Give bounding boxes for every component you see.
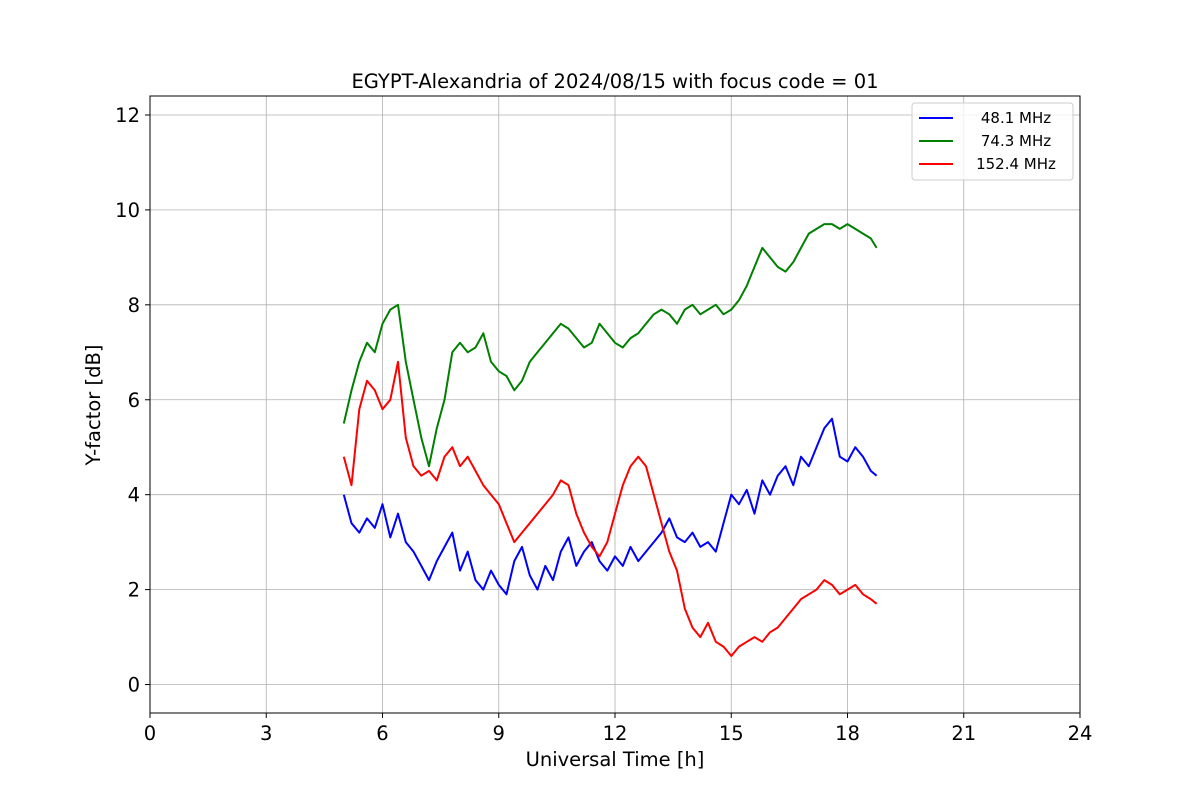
- x-tick-label: 0: [144, 722, 156, 745]
- legend: 48.1 MHz 74.3 MHz 152.4 MHz: [911, 102, 1074, 181]
- x-tick-label: 9: [493, 722, 505, 745]
- series-line-2: [342, 360, 878, 657]
- y-tick-label: 2: [128, 579, 140, 602]
- y-tick-label: 4: [128, 484, 140, 507]
- y-tick-label: 0: [128, 674, 140, 697]
- y-axis-label: Y-factor [dB]: [82, 345, 105, 467]
- series-line-1: [342, 223, 878, 468]
- legend-label-0: 48.1 MHz: [981, 109, 1051, 127]
- chart-title: EGYPT-Alexandria of 2024/08/15 with focu…: [351, 70, 878, 93]
- x-axis-label: Universal Time [h]: [526, 748, 705, 771]
- y-tick-label: 10: [115, 199, 140, 222]
- x-tick-label: 21: [951, 722, 976, 745]
- y-tick-label: 8: [128, 294, 140, 317]
- legend-label-2: 152.4 MHz: [976, 155, 1056, 173]
- y-tick-label: 12: [115, 104, 140, 127]
- series-line-0: [342, 417, 878, 596]
- x-tick-label: 18: [835, 722, 860, 745]
- y-axis-ticks: 0 2 4 6 8 10 12: [115, 104, 150, 697]
- legend-label-1: 74.3 MHz: [981, 132, 1051, 150]
- legend-frame: [911, 102, 1074, 181]
- y-tick-label: 6: [128, 389, 140, 412]
- x-tick-label: 24: [1068, 722, 1093, 745]
- series-lines: [342, 223, 878, 657]
- x-tick-label: 15: [719, 722, 744, 745]
- x-tick-label: 12: [603, 722, 628, 745]
- x-tick-label: 3: [260, 722, 272, 745]
- x-axis-ticks: 0 3 6 9 12 15 18 21 24: [144, 713, 1093, 745]
- x-tick-label: 6: [376, 722, 388, 745]
